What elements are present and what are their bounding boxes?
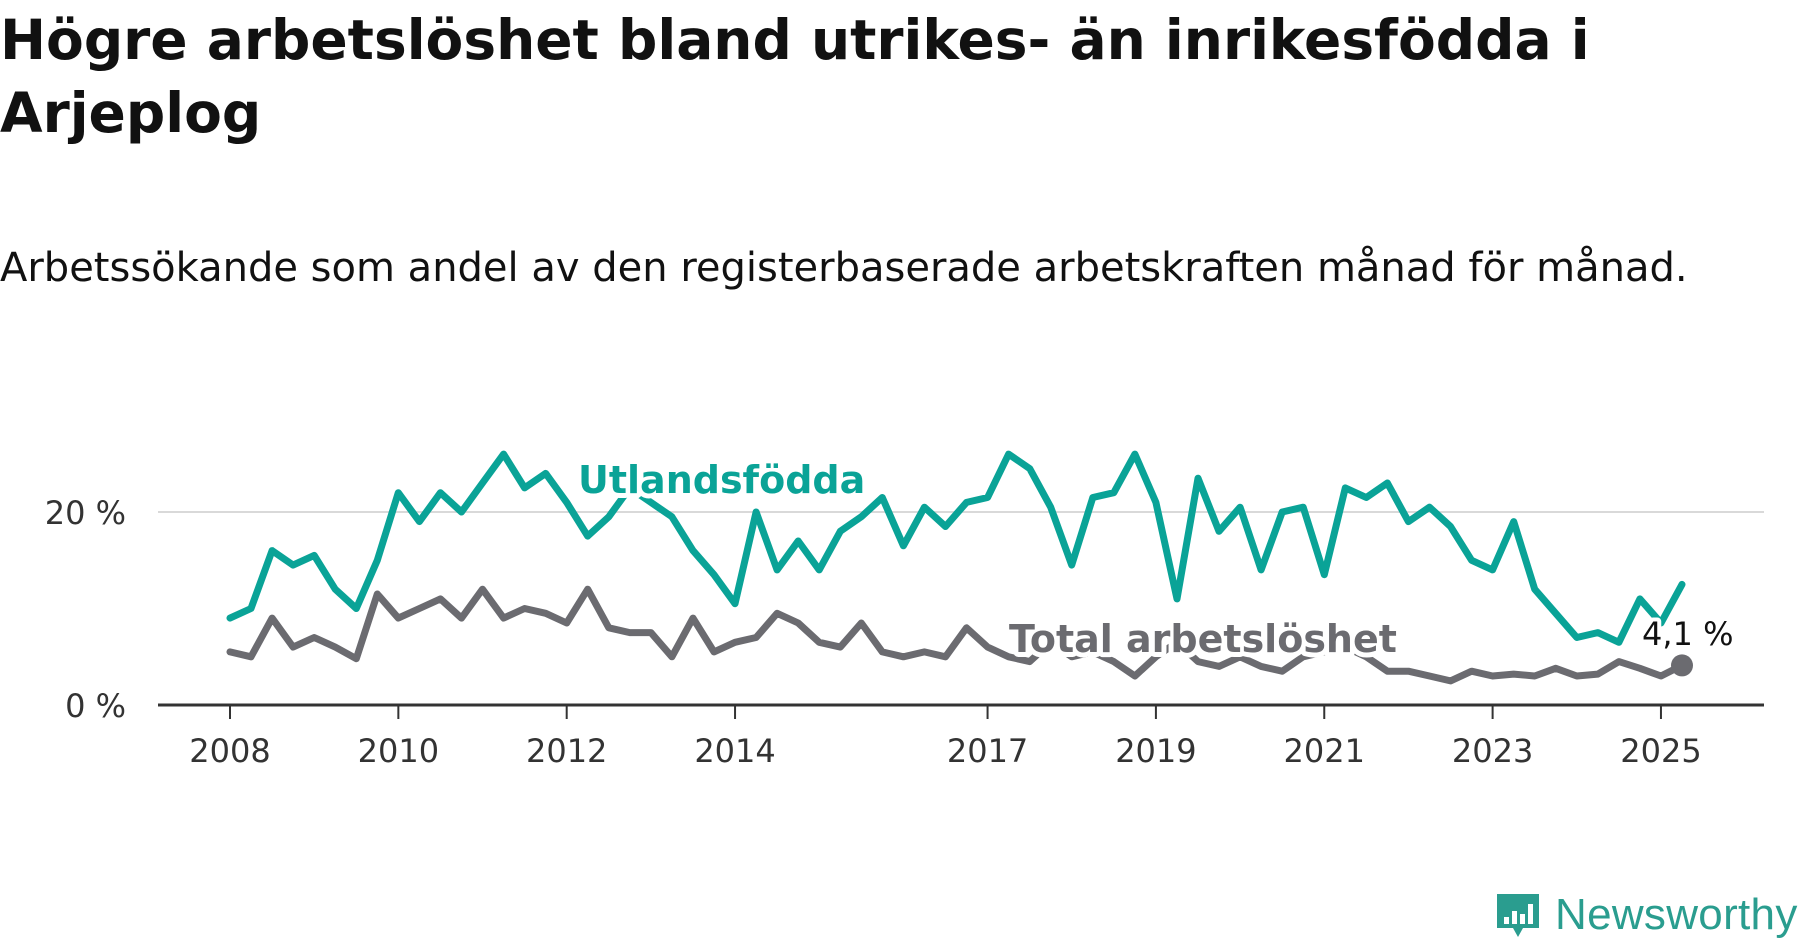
x-tick-label-2021: 2021 xyxy=(1284,732,1365,770)
chart-subtitle: Arbetssökande som andel av den registerb… xyxy=(0,245,1688,291)
series-label-foreign-born: Utlandsfödda xyxy=(578,458,865,502)
axis-layer: 0 % 20 % 2008 2010 2012 2014 2017 2019 2021 2023 2… xyxy=(45,494,1764,770)
series-layer xyxy=(226,450,1693,685)
label-layer: Utlandsfödda Total arbetslöshet 4,1 % xyxy=(573,453,1737,666)
x-tick-label-2023: 2023 xyxy=(1452,732,1533,770)
end-point-marker xyxy=(1671,654,1693,677)
x-tick-label-2019: 2019 xyxy=(1115,732,1196,770)
y-tick-label-0: 0 % xyxy=(65,687,126,725)
x-tick-label-2014: 2014 xyxy=(694,732,775,770)
series-line-total xyxy=(226,585,1686,685)
brand-name: Newsworthy xyxy=(1555,890,1798,939)
x-tick-label-2008: 2008 xyxy=(189,732,270,770)
chart-title: Högre arbetslöshet bland utrikes- än inr… xyxy=(0,8,1590,145)
newsworthy-logo-icon xyxy=(1497,894,1539,937)
y-tick-label-20: 20 % xyxy=(45,494,126,532)
x-tick-label-2025: 2025 xyxy=(1620,732,1701,770)
end-value-label: 4,1 % xyxy=(1642,615,1733,653)
brand[interactable]: Newsworthy xyxy=(1493,884,1798,946)
x-tick-label-2017: 2017 xyxy=(947,732,1028,770)
x-tick-label-2012: 2012 xyxy=(526,732,607,770)
x-tick-label-2010: 2010 xyxy=(358,732,439,770)
series-line-foreign_born xyxy=(226,450,1686,646)
series-label-total: Total arbetslöshet xyxy=(1009,617,1397,661)
